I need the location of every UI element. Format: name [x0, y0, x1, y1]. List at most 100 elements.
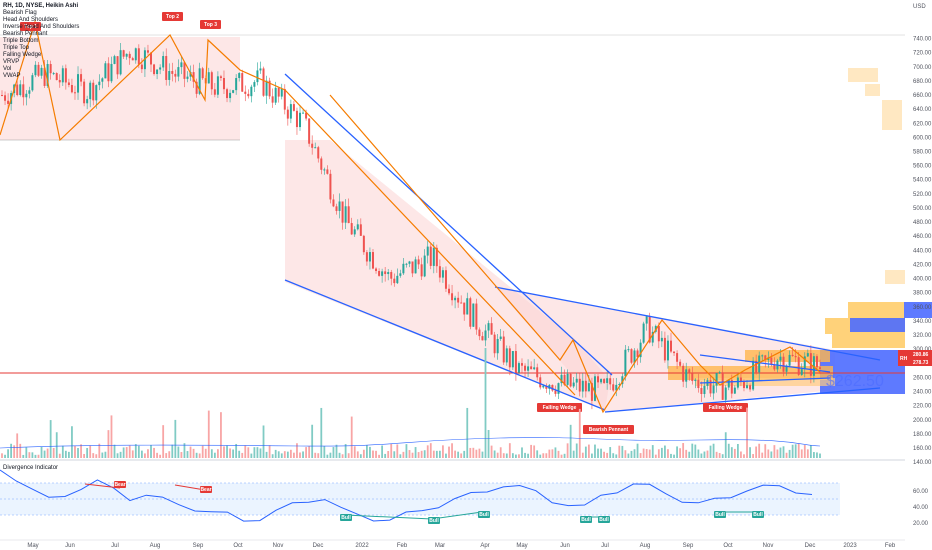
big-price-label: $262.50 [826, 373, 884, 390]
osc-tick-label: 20.00 [913, 521, 929, 527]
time-tick-label: Oct [233, 543, 243, 549]
volume-bar [317, 453, 320, 458]
candle-body [262, 68, 265, 96]
osc-tag-text: Bull [715, 512, 725, 518]
indicator-label[interactable]: Triple Bottom [3, 38, 39, 44]
volume-bar [153, 447, 155, 458]
volume-bar [715, 451, 718, 458]
candle-body [37, 64, 40, 76]
indicator-label[interactable]: Inverse Head And Shoulders [3, 24, 80, 30]
volume-bar [603, 451, 605, 458]
currency-label: USD [913, 4, 926, 10]
osc-tag [428, 517, 440, 524]
volume-bar [46, 448, 49, 458]
pattern-tag-text: Top 1 [24, 24, 37, 30]
volume-bar [457, 451, 460, 458]
price-tick-label: 480.00 [913, 220, 932, 226]
candle-body [320, 158, 323, 170]
volume-bar [524, 452, 526, 458]
volume-bar [362, 449, 365, 458]
candle-body [721, 372, 724, 400]
time-tick-label: Jul [601, 543, 609, 549]
volume-bar [429, 443, 432, 458]
candle-body [122, 50, 125, 57]
candle-body [420, 264, 423, 277]
volume-bar [229, 448, 231, 458]
volume-bar [49, 420, 52, 458]
candle-body [1, 95, 3, 97]
volume-bar [122, 447, 125, 458]
indicator-label[interactable]: Triple Top [3, 45, 30, 51]
candle-body [134, 48, 137, 61]
volume-bar [740, 451, 742, 458]
candle-body [192, 72, 195, 82]
indicator-label[interactable]: Head And Shoulders [3, 17, 59, 23]
indicator-label[interactable]: Vol [3, 66, 12, 72]
candle-body [49, 64, 52, 74]
candle-body [338, 201, 341, 211]
price-tick-label: 660.00 [913, 93, 932, 99]
candle-body [481, 336, 484, 341]
price-tick-label: 320.00 [913, 333, 932, 339]
candle-body [572, 382, 575, 387]
candle-body [712, 385, 715, 394]
candle-body [797, 357, 800, 375]
volume-bar [591, 453, 593, 458]
volume-bar [238, 450, 241, 458]
candle-body [180, 62, 183, 68]
candle-body [627, 349, 630, 351]
candle-body [666, 340, 669, 361]
candle-body [448, 288, 451, 294]
price-tag-upper-text: 280.86 [913, 352, 929, 358]
candle-body [250, 86, 253, 97]
volume-bar [515, 454, 517, 458]
indicator-label[interactable]: VWAP [3, 73, 21, 79]
volume-bar [213, 452, 216, 458]
candle-body [636, 350, 639, 358]
volume-bar [329, 452, 332, 458]
candle-body [353, 229, 356, 235]
indicator-label[interactable]: Bearish Flag [3, 10, 37, 16]
volume-bar [499, 447, 502, 458]
candle-body [520, 363, 523, 366]
candle-body [384, 271, 387, 275]
volume-bar [630, 450, 633, 458]
volume-bar [469, 447, 472, 458]
time-tick-label: Aug [150, 543, 161, 549]
volume-bar [22, 454, 25, 458]
candle-body [630, 349, 633, 363]
candle-body [493, 334, 496, 354]
indicator-label[interactable]: Bearish Pennant [3, 31, 48, 37]
candle-body [408, 261, 411, 264]
price-tick-label: 380.00 [913, 291, 932, 297]
indicator-label[interactable]: Falling Wedge [3, 52, 42, 58]
volume-bar [289, 449, 292, 458]
indicator-label[interactable]: VRVP [3, 59, 20, 65]
volume-bar [77, 448, 79, 458]
candle-body [600, 379, 603, 383]
osc-tick-label: 60.00 [913, 489, 929, 495]
candle-body [326, 169, 329, 174]
price-tick-label: 220.00 [913, 404, 932, 410]
candle-body [393, 278, 396, 284]
candle-body [146, 50, 149, 53]
volume-bar [353, 446, 356, 458]
volume-bar [241, 452, 244, 458]
volume-bar [92, 453, 95, 458]
candle-body [682, 365, 685, 382]
volume-bar [378, 454, 380, 458]
volume-bar [813, 452, 815, 458]
candle-body [539, 377, 542, 388]
volume-bar [697, 449, 700, 458]
volume-bar [250, 453, 253, 458]
volume-bar [335, 444, 338, 458]
volume-bar [819, 453, 821, 458]
time-tick-label: Apr [480, 543, 489, 549]
volume-bar [217, 449, 219, 458]
candle-body [213, 89, 216, 95]
volume-bar [435, 450, 438, 458]
candle-body [590, 383, 593, 401]
osc-tag [714, 511, 726, 518]
candle-body [542, 385, 545, 388]
volume-bar [296, 443, 298, 458]
